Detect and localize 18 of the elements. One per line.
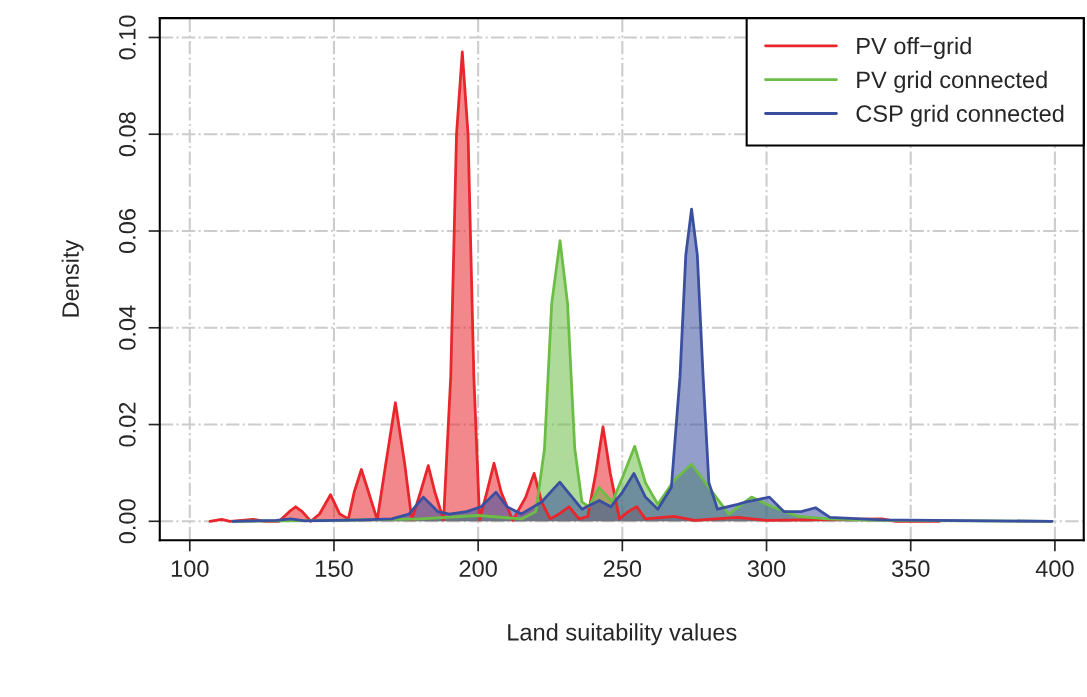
x-tick-label: 200 [459, 560, 497, 577]
legend-label: CSP grid connected [856, 104, 1064, 127]
x-tick-label: 250 [603, 560, 642, 577]
x-tick-label: 100 [171, 560, 209, 577]
x-tick-label: 400 [1035, 560, 1074, 577]
y-tick-label: 0.04 [118, 305, 136, 350]
y-tick-label: 0.06 [118, 209, 136, 254]
legend-label: PV grid connected [857, 70, 1047, 93]
y-tick-label: 0.02 [118, 402, 136, 447]
y-axis-title: Density [61, 239, 84, 317]
y-tick-label: 0.00 [118, 499, 136, 544]
x-tick-label: 350 [891, 560, 930, 577]
x-axis-title: Land suitability values [508, 623, 737, 646]
y-tick-label: 0.10 [118, 15, 136, 60]
legend-label: PV off−grid [857, 37, 971, 60]
y-tick-label: 0.08 [118, 112, 136, 157]
x-tick-label: 150 [316, 560, 353, 577]
x-tick-label: 300 [747, 560, 786, 577]
